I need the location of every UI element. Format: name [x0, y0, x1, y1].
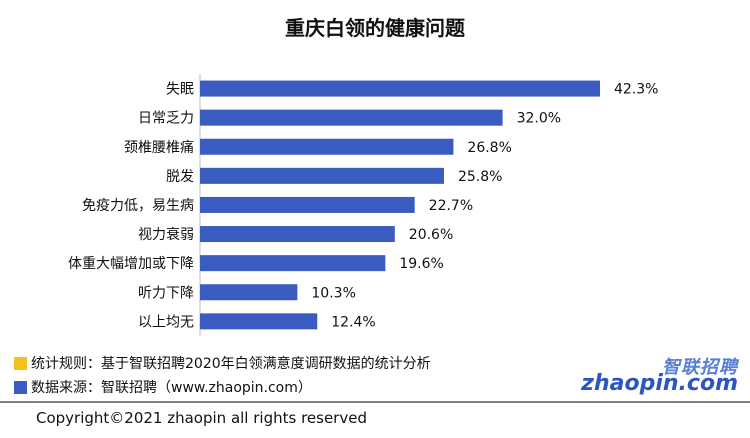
value-label: 10.3% — [311, 285, 355, 301]
bar — [200, 284, 298, 301]
value-label: 26.8% — [467, 140, 511, 156]
blue-square-icon — [14, 380, 27, 394]
value-label: 12.4% — [331, 314, 375, 330]
bar — [200, 167, 444, 184]
bar-chart: 失眠 42.3% 日常乏力 32.0% 颈椎腰椎痛 26.8% 脱发 25.8% 免疫力低，易生… — [68, 74, 658, 336]
value-label: 32.0% — [517, 111, 561, 127]
category-label: 视力衰弱 — [138, 226, 194, 243]
category-label: 以上均无 — [138, 314, 194, 330]
logo-chinese-text: 智联招聘 — [662, 357, 738, 378]
category-label: 颈椎腰椎痛 — [124, 139, 194, 156]
bar — [200, 313, 318, 330]
category-label: 体重大幅增加或下降 — [68, 256, 194, 272]
category-label: 听力下降 — [138, 285, 194, 301]
value-label: 25.8% — [458, 169, 502, 185]
category-label: 脱发 — [166, 169, 194, 185]
footer-divider — [0, 401, 750, 403]
note-source: 数据来源：智联招聘（www.zhaopin.com） — [14, 375, 431, 399]
zhaopin-logo: 智联招聘 zhaopin.com — [581, 353, 738, 399]
notes: 统计规则：基于智联招聘2020年白领满意度调研数据的统计分析 数据来源：智联招聘… — [14, 351, 431, 399]
copyright-text: Copyright©2021 zhaopin all rights reserv… — [36, 409, 367, 427]
note-rule: 统计规则：基于智联招聘2020年白领满意度调研数据的统计分析 — [14, 351, 431, 375]
bar — [200, 255, 386, 272]
value-label: 20.6% — [409, 227, 453, 243]
value-label: 42.3% — [614, 82, 658, 98]
bar — [200, 80, 600, 97]
value-label: 19.6% — [399, 256, 443, 272]
yellow-square-icon — [14, 356, 27, 370]
chart-title: 重庆白领的健康问题 — [285, 16, 465, 40]
category-label: 免疫力低，易生病 — [82, 198, 194, 214]
bar — [200, 138, 454, 155]
logo-latin-text: zhaopin.com — [581, 371, 738, 396]
note-source-text: 数据来源：智联招聘（www.zhaopin.com） — [31, 380, 312, 396]
category-label: 失眠 — [166, 82, 194, 98]
category-label: 日常乏力 — [138, 111, 194, 127]
bar — [200, 226, 395, 243]
bar — [200, 196, 415, 213]
bar — [200, 109, 503, 126]
note-rule-text: 统计规则：基于智联招聘2020年白领满意度调研数据的统计分析 — [31, 356, 431, 372]
value-label: 22.7% — [429, 198, 473, 214]
